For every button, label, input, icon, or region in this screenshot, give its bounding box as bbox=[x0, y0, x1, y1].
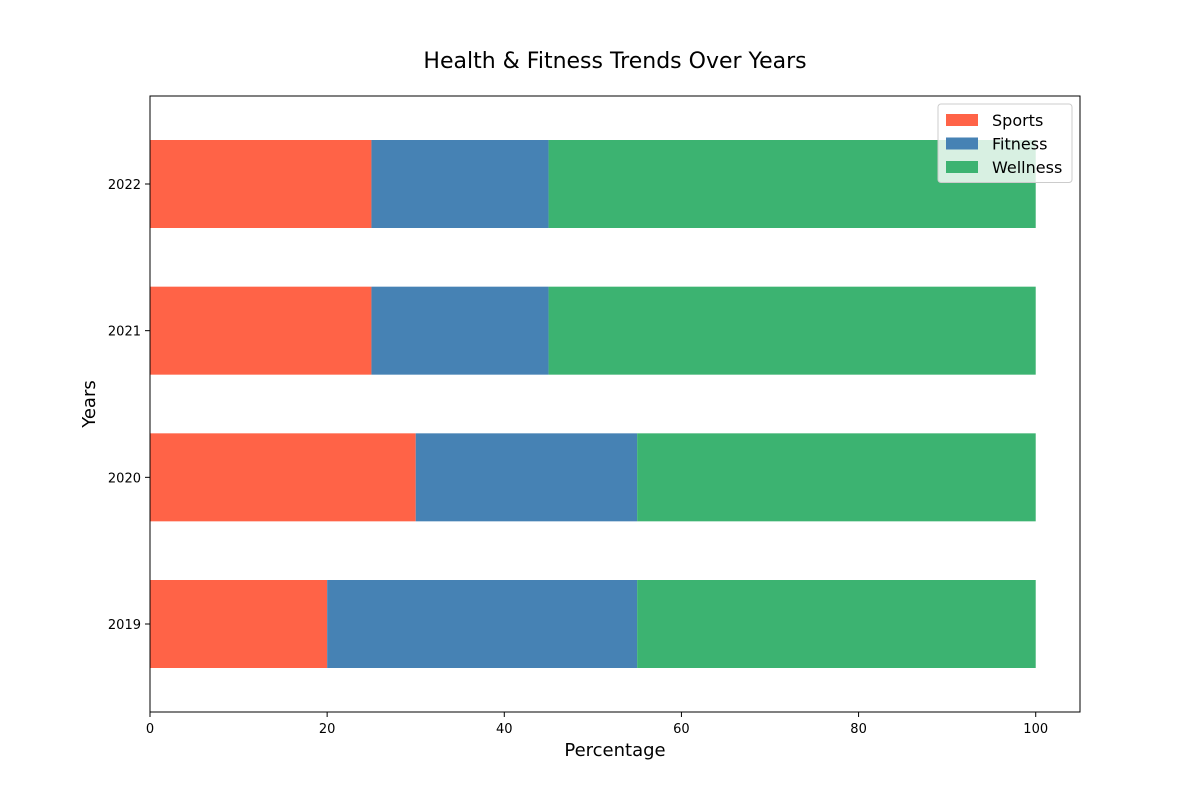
y-tick-label: 2022 bbox=[108, 178, 141, 193]
x-axis-label: Percentage bbox=[564, 740, 665, 761]
legend-swatch-fitness bbox=[946, 137, 978, 150]
x-tick-label: 80 bbox=[850, 722, 867, 737]
x-tick-label: 100 bbox=[1023, 722, 1048, 737]
legend-label-fitness: Fitness bbox=[992, 135, 1047, 154]
x-axis-ticks: 0 20 40 60 80 100 bbox=[146, 712, 1048, 737]
bar-fitness-2021 bbox=[371, 286, 549, 375]
plot-area-frame bbox=[149, 95, 1081, 713]
legend: Sports Fitness Wellness bbox=[937, 103, 1073, 183]
legend-label-wellness: Wellness bbox=[992, 158, 1062, 177]
bar-fitness-2022 bbox=[371, 140, 549, 228]
legend-label-sports: Sports bbox=[992, 111, 1043, 130]
x-tick-label: 40 bbox=[496, 722, 513, 737]
y-tick-label: 2021 bbox=[108, 325, 141, 340]
bars-group bbox=[150, 140, 1036, 668]
x-tick-label: 20 bbox=[319, 722, 336, 737]
legend-swatch-sports bbox=[946, 114, 978, 126]
chart-title: Health & Fitness Trends Over Years bbox=[423, 49, 806, 74]
bar-sports-2019 bbox=[150, 580, 328, 668]
y-axis-ticks: 2019 2020 2021 2022 bbox=[108, 178, 150, 633]
y-tick-label: 2019 bbox=[108, 618, 141, 633]
bar-fitness-2020 bbox=[415, 433, 638, 522]
y-axis-label: Years bbox=[79, 380, 100, 429]
bar-sports-2020 bbox=[150, 433, 416, 522]
bar-fitness-2019 bbox=[327, 580, 638, 668]
x-tick-label: 60 bbox=[673, 722, 690, 737]
bar-wellness-2020 bbox=[637, 433, 1036, 522]
y-tick-label: 2020 bbox=[108, 471, 141, 486]
bar-wellness-2019 bbox=[637, 580, 1036, 668]
bar-sports-2021 bbox=[150, 286, 372, 375]
bar-sports-2022 bbox=[150, 140, 372, 228]
x-tick-label: 0 bbox=[146, 722, 154, 737]
bar-wellness-2021 bbox=[548, 286, 1036, 375]
legend-swatch-wellness bbox=[946, 161, 978, 173]
